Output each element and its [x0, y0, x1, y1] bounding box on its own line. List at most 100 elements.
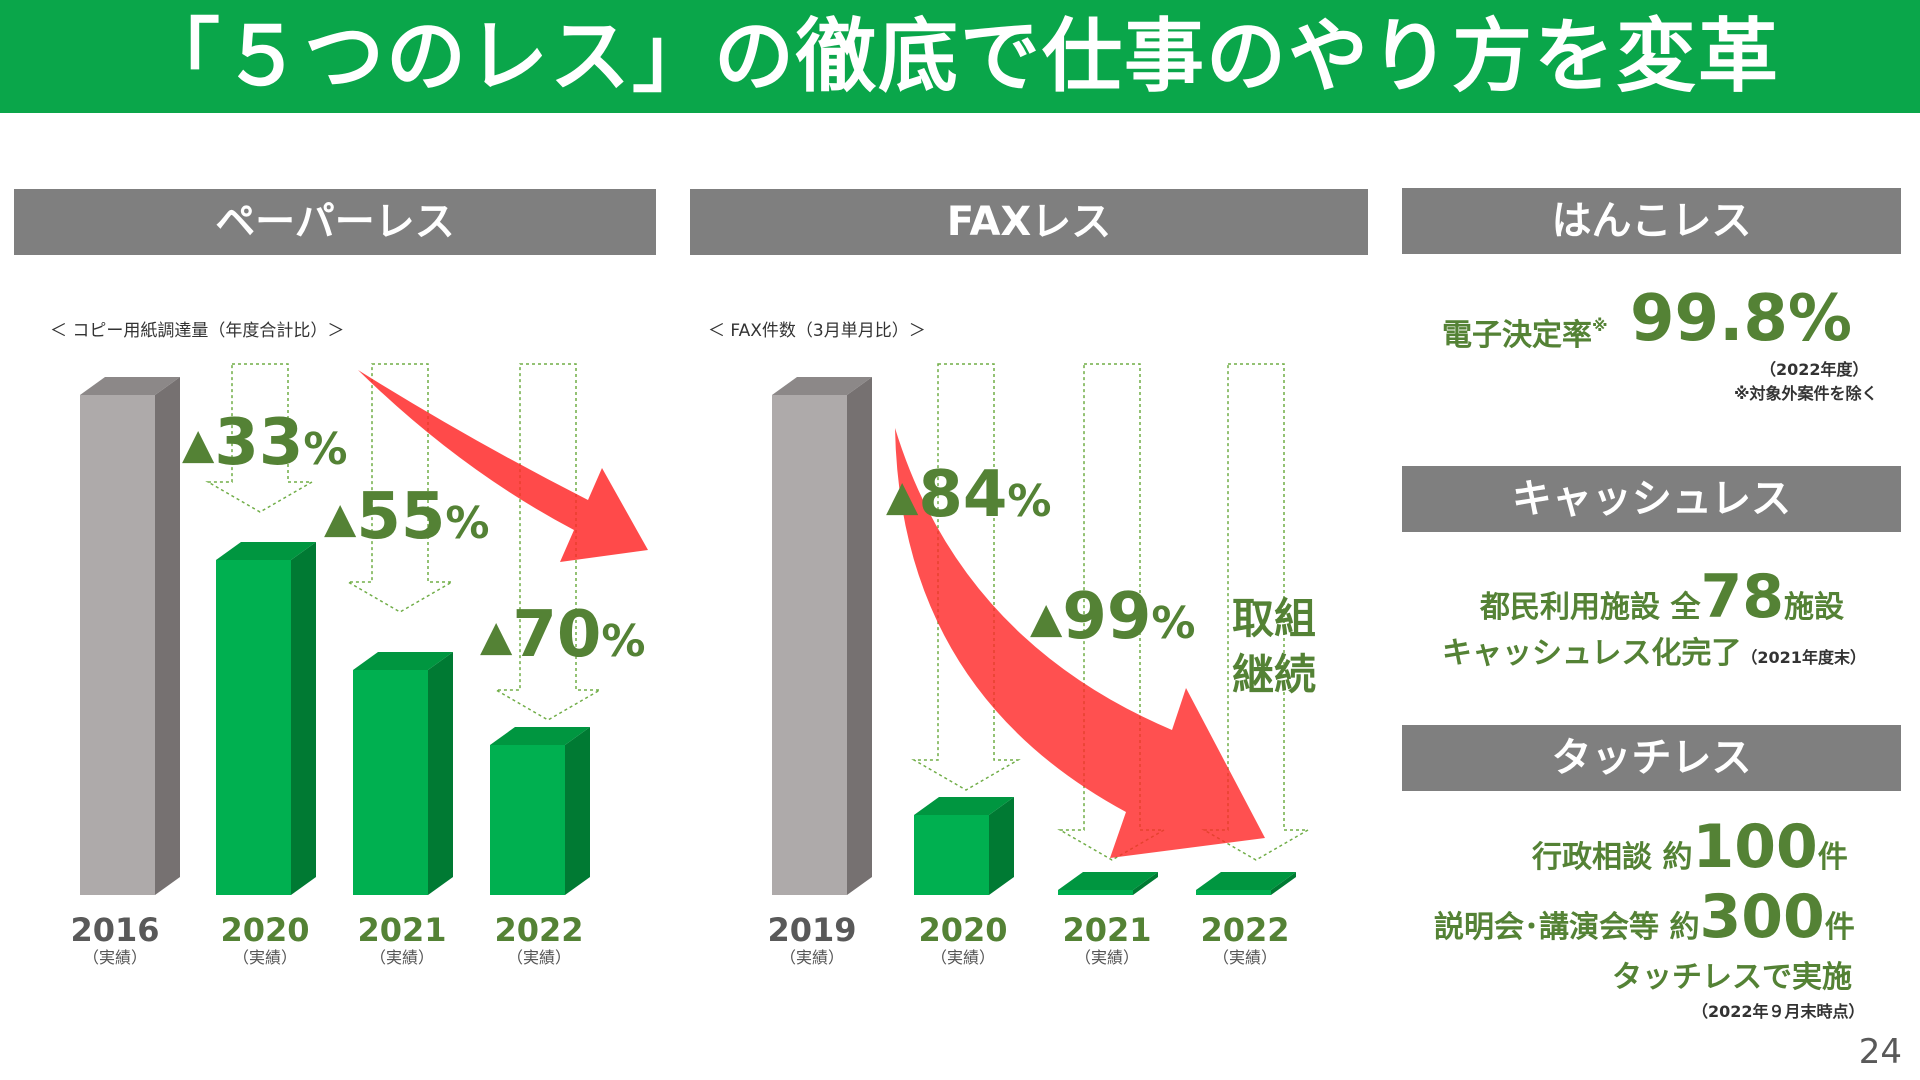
reduction-unit: %: [1151, 598, 1196, 649]
bar-side-2016: [155, 377, 180, 895]
reduction-unit: %: [1007, 476, 1052, 527]
touchless-line3: タッチレスで実施: [1612, 960, 1852, 995]
hankoless-exclusion-note: ※対象外案件を除く: [1734, 384, 1878, 403]
bar-top-2019: [772, 377, 872, 395]
consult-prefix: 行政相談 約: [1532, 840, 1693, 875]
touchless-date-note: （2022年９月末時点）: [1692, 1002, 1865, 1021]
bar-top-2021: [1058, 872, 1158, 890]
bar-side-2022: [565, 727, 590, 895]
faxless-reduction-2020: ▲84%: [886, 458, 1051, 532]
reduction-unit: %: [445, 498, 490, 549]
touchless-line1: 行政相談 約100件: [1532, 812, 1848, 882]
seminar-count: 300: [1699, 882, 1825, 952]
bar-top-2022: [490, 727, 590, 745]
year-sub: （実績）: [82, 948, 147, 967]
paperless-guide-arrows: [205, 363, 603, 721]
reduction-value: 70: [512, 598, 602, 672]
bar-top-2020: [216, 542, 316, 560]
bar-top-2020: [914, 797, 1014, 815]
faxless-caption: ＜ FAX件数（3月単月比）＞: [708, 321, 926, 341]
paperless-bars: [80, 377, 590, 895]
bar-side-2021: [428, 652, 453, 895]
faxless-reduction-2021: ▲99%: [1030, 580, 1195, 654]
paperless-reduction-2020: ▲33%: [182, 406, 347, 480]
guide-arrow-2022: [493, 363, 603, 721]
bar-side-2020: [989, 797, 1014, 895]
paperless-year-2022: 2022 （実績）: [484, 912, 594, 968]
year-sub: （実績）: [369, 948, 434, 967]
bar-2020: [216, 560, 291, 895]
bar-top-2021: [353, 652, 453, 670]
paperless-year-2016: 2016 （実績）: [60, 912, 170, 968]
year-label: 2020: [918, 911, 1008, 949]
consult-count: 100: [1692, 812, 1818, 882]
bar-2021: [353, 670, 428, 895]
year-label: 2016: [70, 911, 160, 949]
year-sub: （実績）: [1074, 948, 1139, 967]
hankoless-value: 99.8%: [1630, 282, 1853, 356]
bar-2021: [1058, 890, 1133, 895]
note-mark: ※: [1592, 316, 1608, 335]
guide-arrow-2020: [205, 363, 315, 513]
guide-arrow-fax-2020: [911, 363, 1021, 791]
paperless-year-2020: 2020 （実績）: [210, 912, 320, 968]
bar-side-2019: [847, 377, 872, 895]
facilities-prefix: 都民利用施設 全: [1480, 590, 1701, 625]
year-label: 2021: [1062, 911, 1152, 949]
reduction-unit: %: [303, 424, 348, 475]
label-text: 電子決定率: [1442, 318, 1592, 353]
bar-side-2020: [291, 542, 316, 895]
reduction-value: 99: [1062, 580, 1152, 654]
year-sub: （実績）: [232, 948, 297, 967]
year-sub: （実績）: [506, 948, 571, 967]
year-label: 2022: [1200, 911, 1290, 949]
bar-2020: [914, 815, 989, 895]
year-label: 2021: [357, 911, 447, 949]
paperless-header: ペーパーレス: [14, 189, 656, 255]
reduction-triangle: ▲: [886, 471, 919, 520]
year-sub: （実績）: [1212, 948, 1277, 967]
reduction-unit: %: [601, 616, 646, 667]
reduction-value: 55: [356, 480, 446, 554]
note-line-1: 取組: [1231, 594, 1316, 643]
faxless-bars: [772, 377, 1296, 895]
reduction-triangle: ▲: [324, 493, 357, 542]
year-sub: （実績）: [930, 948, 995, 967]
reduction-value: 33: [214, 406, 304, 480]
faxless-year-2022: 2022 （実績）: [1190, 912, 1300, 968]
cashless-header: キャッシュレス: [1402, 466, 1901, 532]
bar-top-2022: [1196, 872, 1296, 890]
hankoless-year-note: （2022年度）: [1760, 360, 1869, 379]
bar-side-2021: [1133, 872, 1158, 895]
faxless-year-2020: 2020 （実績）: [908, 912, 1018, 968]
bar-2016: [80, 395, 155, 895]
reduction-triangle: ▲: [182, 419, 215, 468]
seminar-prefix: 説明会･講演会等 約: [1434, 910, 1700, 945]
paperless-reduction-2021: ▲55%: [324, 480, 489, 554]
hankoless-label: 電子決定率※: [1442, 310, 1608, 354]
reduction-triangle: ▲: [480, 611, 513, 660]
hankoless-header: はんこレス: [1402, 188, 1901, 254]
reduction-value: 84: [918, 458, 1008, 532]
reduction-triangle: ▲: [1030, 593, 1063, 642]
facilities-count: 78: [1700, 562, 1784, 632]
cashless-complete: キャッシュレス化完了: [1442, 636, 1742, 671]
facilities-suffix: 施設: [1783, 590, 1844, 625]
bar-top-2016: [80, 377, 180, 395]
year-label: 2022: [494, 911, 584, 949]
title-bar: [0, 0, 1920, 113]
page-title: 「５つのレス」の徹底で仕事のやり方を変革: [140, 10, 1780, 103]
paperless-caption: ＜ コピー用紙調達量（年度合計比）＞: [50, 321, 345, 341]
bar-2022: [490, 745, 565, 895]
bar-side-2022: [1271, 872, 1296, 895]
cashless-date-note: （2021年度末）: [1741, 648, 1866, 667]
faxless-year-2021: 2021 （実績）: [1052, 912, 1162, 968]
year-label: 2019: [767, 911, 857, 949]
guide-arrow-2021: [345, 363, 455, 613]
note-line-2: 継続: [1231, 650, 1316, 699]
cashless-line1: 都民利用施設 全78施設: [1480, 562, 1844, 632]
faxless-continue-note: 取組 継続: [1210, 591, 1316, 703]
paperless-reduction-2022: ▲70%: [480, 598, 645, 672]
page-number: 24: [1858, 1032, 1902, 1072]
